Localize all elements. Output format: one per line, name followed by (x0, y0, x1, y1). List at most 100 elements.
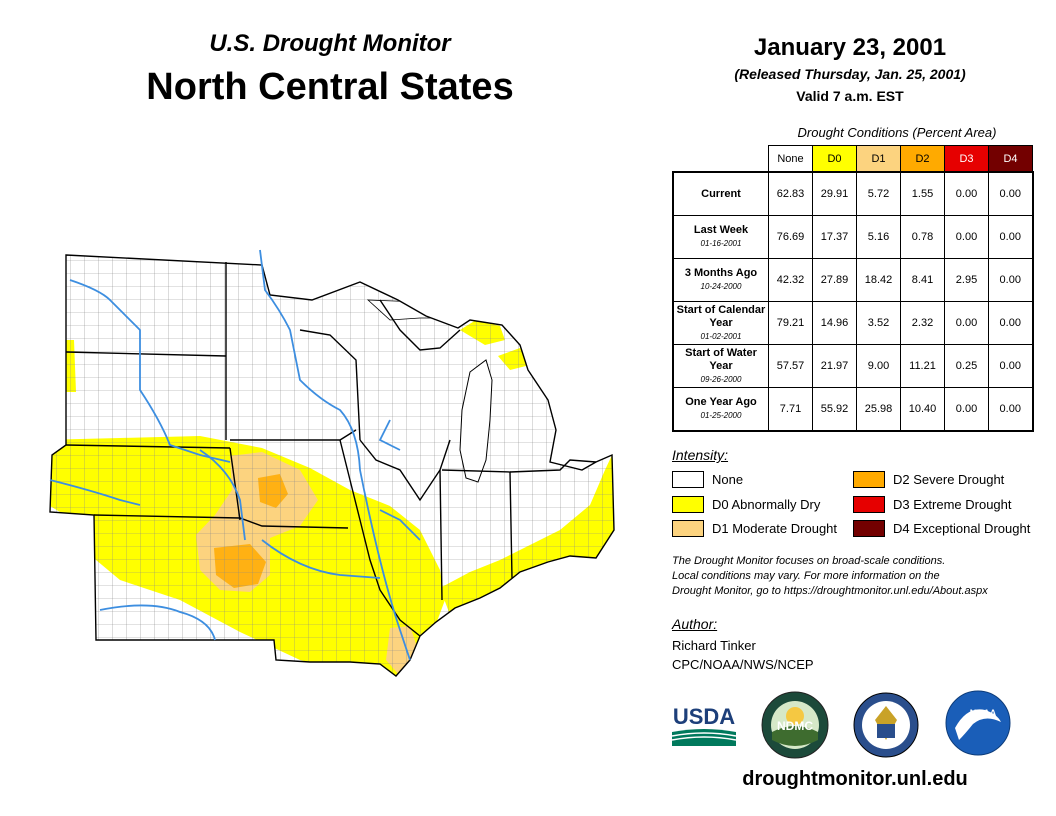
cell-none: 7.71 (768, 387, 813, 432)
legend-swatch (672, 520, 704, 537)
cell-d0: 21.97 (812, 344, 857, 388)
row-date: 09-26-2000 (700, 374, 742, 384)
cell-d3: 0.00 (944, 387, 989, 432)
ndmc-logo-text: NDMC (777, 719, 813, 733)
col-d1: D1 (856, 145, 901, 173)
cell-d2: 10.40 (900, 387, 945, 432)
table-header-row: None D0 D1 D2 D3 D4 (673, 145, 1033, 173)
row-label: Start of Water Year 09-26-2000 (672, 344, 769, 388)
cell-d4: 0.00 (988, 258, 1033, 302)
legend-swatch (672, 471, 704, 488)
table-corner (673, 146, 769, 173)
legend-title: Intensity: (672, 447, 729, 463)
region-title: North Central States (146, 66, 514, 108)
legend-swatch (853, 520, 885, 537)
cell-d4: 0.00 (988, 387, 1033, 432)
table-row: 3 Months Ago 10-24-2000 42.32 27.89 18.42… (672, 258, 1033, 302)
legend-item-none: None (672, 471, 743, 488)
author-org: CPC/NOAA/NWS/NCEP (672, 657, 814, 672)
rivers (49, 249, 421, 661)
col-d0: D0 (812, 145, 857, 173)
cell-d0: 17.37 (812, 215, 857, 259)
cell-d1: 9.00 (856, 344, 901, 388)
table-row: One Year Ago 01-25-2000 7.71 55.92 25.98 … (672, 387, 1033, 432)
cell-d3: 0.00 (944, 171, 989, 216)
legend-swatch (853, 496, 885, 513)
cell-d1: 18.42 (856, 258, 901, 302)
table-row: Last Week 01-16-2001 76.69 17.37 5.16 0.7… (672, 215, 1033, 259)
website-url[interactable]: droughtmonitor.unl.edu (742, 768, 968, 790)
legend-item-d1: D1 Moderate Drought (672, 520, 837, 537)
row-label-text: 3 Months Ago (684, 267, 758, 279)
cell-d1: 25.98 (856, 387, 901, 432)
table-row: Start of Water Year 09-26-2000 57.57 21.9… (672, 344, 1033, 388)
valid-time: Valid 7 a.m. EST (796, 88, 904, 104)
map-subtitle: U.S. Drought Monitor (209, 30, 451, 57)
cell-none: 42.32 (768, 258, 813, 302)
row-label: Last Week 01-16-2001 (672, 215, 769, 259)
usda-logo-text: USDA (673, 704, 735, 729)
cell-d1: 5.16 (856, 215, 901, 259)
author-title: Author: (672, 616, 718, 632)
info-note: The Drought Monitor focuses on broad-sca… (672, 554, 1052, 599)
col-d2: D2 (900, 145, 945, 173)
legend-swatch (853, 471, 885, 488)
note-line: Drought Monitor, go to https://droughtmo… (672, 585, 988, 597)
row-label-text: One Year Ago (685, 396, 757, 408)
cell-d2: 11.21 (900, 344, 945, 388)
row-label: Start of Calendar Year 01-02-2001 (672, 301, 769, 345)
cell-none: 62.83 (768, 171, 813, 216)
legend-item-d0: D0 Abnormally Dry (672, 496, 820, 513)
cell-d3: 2.95 (944, 258, 989, 302)
cell-none: 79.21 (768, 301, 813, 345)
col-d4: D4 (988, 145, 1033, 173)
cell-d0: 55.92 (812, 387, 857, 432)
row-label-text: Current (701, 187, 741, 200)
row-label: Current (672, 171, 769, 216)
row-label: 3 Months Ago 10-24-2000 (672, 258, 769, 302)
row-label-text: Last Week (693, 224, 749, 236)
author-name: Richard Tinker (672, 638, 756, 653)
cell-d3: 0.00 (944, 301, 989, 345)
cell-d2: 2.32 (900, 301, 945, 345)
legend-item-d4: D4 Exceptional Drought (853, 520, 1030, 537)
row-label-text: Start of Water Year (685, 346, 757, 372)
legend-swatch (672, 496, 704, 513)
drought-stats-table: None D0 D1 D2 D3 D4 Current 62.83 29.91 … (672, 145, 1034, 432)
cell-d0: 14.96 (812, 301, 857, 345)
legend-label: D4 Exceptional Drought (893, 521, 1031, 536)
col-none: None (768, 145, 813, 173)
col-d3: D3 (944, 145, 989, 173)
row-date: 10-24-2000 (700, 282, 742, 291)
legend-label: None (712, 472, 744, 487)
cell-none: 57.57 (768, 344, 813, 388)
legend-label: D1 Moderate Drought (712, 521, 838, 536)
cell-d1: 3.52 (856, 301, 901, 345)
ndmc-logo: NDMC (761, 691, 829, 759)
cell-none: 76.69 (768, 215, 813, 259)
legend-item-d3: D3 Extreme Drought (853, 496, 1012, 513)
table-row: Current 62.83 29.91 5.72 1.55 0.00 0.00 (672, 171, 1033, 216)
row-date: 01-02-2001 (700, 331, 742, 341)
cell-d4: 0.00 (988, 301, 1033, 345)
cell-d2: 8.41 (900, 258, 945, 302)
cell-d0: 27.89 (812, 258, 857, 302)
noaa-logo: NOAA (945, 690, 1011, 756)
cell-d3: 0.25 (944, 344, 989, 388)
table-caption: Drought Conditions (Percent Area) (797, 125, 997, 140)
row-date: 01-16-2001 (700, 239, 742, 248)
map-date: January 23, 2001 (753, 34, 947, 61)
doc-seal-logo (853, 692, 919, 758)
row-date: 01-25-2000 (700, 411, 742, 420)
cell-d4: 0.00 (988, 171, 1033, 216)
drought-map (49, 249, 615, 677)
release-date: (Released Thursday, Jan. 25, 2001) (734, 66, 966, 82)
cell-d0: 29.91 (812, 171, 857, 216)
legend-item-d2: D2 Severe Drought (853, 471, 1004, 488)
cell-d2: 1.55 (900, 171, 945, 216)
row-label: One Year Ago 01-25-2000 (672, 387, 769, 432)
row-label-text: Start of Calendar Year (676, 303, 766, 329)
usda-logo: USDA (671, 704, 737, 746)
cell-d1: 5.72 (856, 171, 901, 216)
noaa-logo-text: NOAA (970, 708, 997, 718)
